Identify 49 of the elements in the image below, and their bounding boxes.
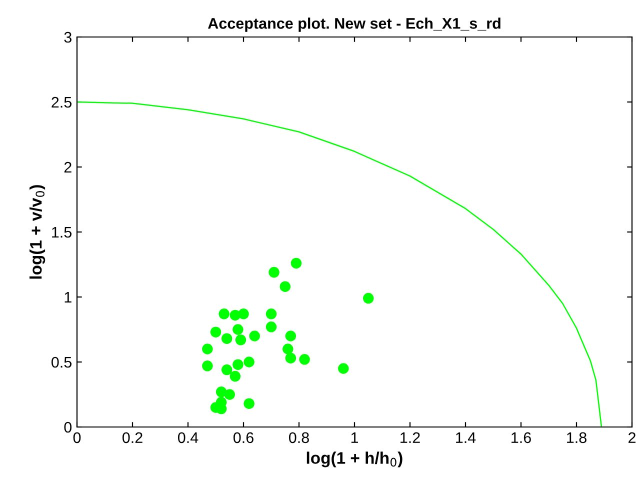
y-tick-label: 2: [64, 162, 72, 173]
x-axis-title: log(1 + h/h$_{0}$): [306, 452, 402, 468]
point: [221, 364, 232, 376]
point: [232, 324, 244, 335]
x-tick-label: 2: [628, 432, 636, 443]
point: [299, 354, 310, 365]
point: [282, 344, 294, 354]
x-tick-label: 1.4: [456, 432, 476, 443]
point: [238, 308, 249, 320]
point: [216, 386, 227, 398]
x-tick-label: 0.4: [178, 432, 198, 444]
point: [230, 370, 241, 382]
y-axis-title: log(1 + v/v$_{0}$): [30, 185, 46, 279]
x-tick-label: 1: [351, 432, 358, 443]
point: [280, 281, 291, 292]
x-tick-label: 0.6: [233, 432, 254, 444]
point: [268, 266, 280, 278]
y-tick-label: 0.5: [52, 356, 72, 368]
point: [266, 322, 277, 332]
point: [202, 360, 213, 372]
point: [221, 333, 232, 344]
x-tick-label: 1.8: [567, 432, 586, 444]
y-tick-label: 1.5: [52, 227, 72, 238]
y-tick-label: 1: [64, 292, 72, 303]
x-tick-label: 1.2: [400, 432, 420, 443]
chart-title: Acceptance plot. New set - Ech_X1_s_rd: [208, 18, 500, 32]
x-tick-label: 0.8: [288, 432, 309, 444]
line-series: [77, 101, 602, 427]
point: [224, 389, 236, 400]
x-tick-label: 1.6: [512, 432, 531, 444]
y-tick-label: 3: [64, 32, 72, 43]
y-tick-label: 0: [64, 422, 72, 433]
point: [266, 308, 277, 320]
point: [244, 398, 254, 409]
y-tick-label: 2.5: [52, 96, 72, 108]
point: [235, 334, 246, 346]
point: [290, 258, 302, 269]
x-tick-label: 0.2: [122, 432, 142, 444]
point: [362, 292, 374, 304]
point: [210, 326, 222, 338]
point: [244, 356, 254, 368]
point: [285, 330, 296, 342]
point: [338, 363, 349, 374]
point: [232, 359, 244, 370]
point: [285, 352, 296, 364]
point: [249, 330, 260, 342]
point: [218, 308, 230, 320]
point: [202, 344, 213, 354]
x-tick-label: 0: [73, 432, 81, 444]
